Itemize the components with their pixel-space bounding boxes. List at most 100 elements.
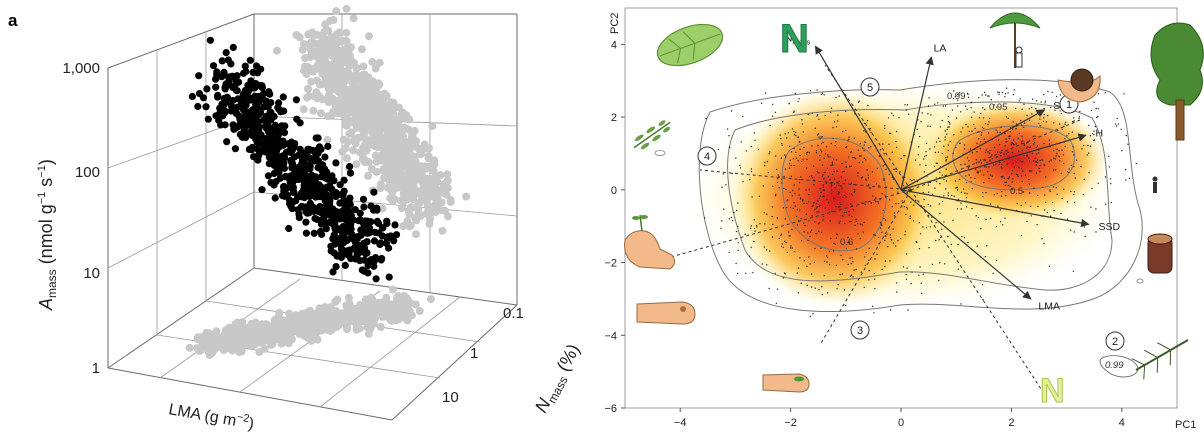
pca-point	[858, 162, 860, 164]
pca-point	[961, 236, 963, 238]
data-point	[220, 109, 228, 117]
pca-point	[992, 272, 994, 275]
pca-point	[969, 148, 972, 150]
data-point	[293, 175, 301, 184]
shadow-point	[398, 137, 407, 146]
pca-point	[933, 165, 936, 168]
pca-point	[817, 200, 819, 203]
pca-point	[1034, 135, 1036, 137]
pca-point	[811, 215, 813, 217]
pca-point	[797, 100, 799, 103]
pca-point	[965, 105, 967, 107]
pca-point	[774, 272, 776, 275]
pca-point	[859, 223, 862, 225]
data-point	[390, 237, 398, 245]
shadow-point	[392, 152, 401, 161]
pca-point	[1035, 100, 1038, 102]
pca-point	[1028, 183, 1031, 185]
data-point	[343, 223, 351, 231]
x-tick-label: 2	[1008, 417, 1014, 429]
pca-point	[1018, 166, 1020, 169]
pca-point	[822, 174, 824, 176]
pca-point	[784, 156, 787, 158]
pca-point	[998, 93, 1000, 96]
pca-point	[939, 126, 942, 128]
data-point	[293, 115, 301, 123]
loading-label: LMA	[1038, 300, 1060, 312]
x-axis-label: PC1	[1175, 419, 1196, 431]
density-surface	[690, 80, 1120, 310]
n-letter-bottom: N	[1040, 372, 1065, 410]
pca-point	[772, 223, 774, 226]
pca-point	[880, 223, 882, 225]
pca-point	[918, 274, 920, 276]
shadow-point	[333, 308, 342, 317]
data-point	[364, 261, 372, 270]
pca-point	[1038, 167, 1040, 170]
pca-point	[821, 92, 824, 95]
pca-point	[923, 158, 925, 160]
pca-point	[824, 207, 826, 209]
shadow-point	[351, 135, 359, 144]
pca-point	[1073, 190, 1076, 193]
pca-point	[1053, 150, 1055, 152]
pca-point	[1021, 108, 1023, 110]
pca-point	[815, 207, 817, 209]
shadow-point	[332, 55, 341, 64]
pca-point	[819, 159, 821, 161]
pca-point	[875, 197, 877, 199]
x-tick-label: −4	[674, 417, 687, 429]
shadow-point	[344, 293, 353, 302]
pca-point	[906, 208, 909, 210]
pca-point	[845, 146, 847, 149]
pca-point	[809, 90, 812, 92]
pca-point	[759, 223, 761, 225]
pca-point	[790, 164, 792, 167]
pca-point	[1054, 158, 1057, 160]
pca-point	[1060, 212, 1062, 215]
pca-point	[1029, 146, 1032, 148]
pca-point	[726, 128, 729, 130]
pca-point	[789, 163, 791, 165]
pca-point	[873, 272, 876, 275]
pca-point	[980, 228, 982, 230]
svg-text:2: 2	[1112, 336, 1118, 348]
pca-point	[805, 213, 808, 215]
pca-point	[811, 205, 813, 207]
pca-point	[1012, 139, 1015, 141]
pca-point	[1072, 193, 1075, 196]
data-point	[199, 94, 208, 102]
pca-point	[844, 179, 847, 181]
shadow-point	[412, 230, 420, 239]
pca-point	[780, 157, 782, 159]
shadow-point	[404, 125, 413, 134]
pca-point	[1055, 187, 1058, 189]
pca-point	[844, 222, 846, 225]
pca-point	[923, 198, 925, 201]
pca-point	[960, 202, 962, 204]
pca-point	[867, 174, 869, 176]
pca-point	[1123, 93, 1125, 95]
pca-point	[981, 284, 984, 286]
pca-point	[1037, 205, 1039, 208]
pca-point	[1056, 148, 1058, 151]
shadow-point	[317, 109, 325, 118]
pca-point	[1050, 159, 1052, 161]
pca-point	[878, 155, 881, 157]
shadow-point	[436, 206, 445, 214]
pca-point	[962, 188, 965, 190]
data-point	[253, 135, 261, 143]
pca-point	[808, 220, 810, 222]
pca-point	[1011, 151, 1013, 154]
data-point	[260, 103, 268, 111]
shadow-point	[342, 89, 350, 98]
pca-point	[1001, 190, 1003, 193]
shadow-point	[424, 154, 433, 163]
pca-point	[820, 191, 822, 194]
pca-point	[776, 288, 779, 290]
data-point	[302, 203, 310, 211]
pca-point	[931, 193, 934, 195]
wood-cross-section-icon	[1147, 233, 1173, 274]
pca-point	[736, 272, 739, 275]
pca-point	[1005, 141, 1007, 143]
